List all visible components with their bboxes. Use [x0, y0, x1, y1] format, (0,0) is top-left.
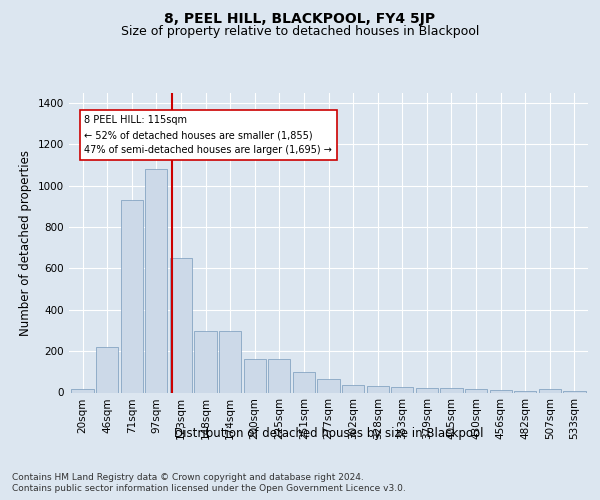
Text: Distribution of detached houses by size in Blackpool: Distribution of detached houses by size …	[174, 428, 484, 440]
Text: 8, PEEL HILL, BLACKPOOL, FY4 5JP: 8, PEEL HILL, BLACKPOOL, FY4 5JP	[164, 12, 436, 26]
Bar	[293, 372, 315, 392]
Bar	[539, 390, 561, 392]
Bar	[219, 332, 241, 392]
Bar	[367, 386, 389, 392]
Bar	[194, 332, 217, 392]
Text: 8 PEEL HILL: 115sqm
← 52% of detached houses are smaller (1,855)
47% of semi-det: 8 PEEL HILL: 115sqm ← 52% of detached ho…	[85, 116, 332, 155]
Text: Contains HM Land Registry data © Crown copyright and database right 2024.: Contains HM Land Registry data © Crown c…	[12, 472, 364, 482]
Bar	[268, 360, 290, 392]
Bar	[490, 390, 512, 392]
Text: Contains public sector information licensed under the Open Government Licence v3: Contains public sector information licen…	[12, 484, 406, 493]
Bar	[440, 388, 463, 392]
Bar	[71, 390, 94, 392]
Bar	[145, 169, 167, 392]
Bar	[391, 388, 413, 392]
Bar	[465, 390, 487, 392]
Bar	[342, 386, 364, 392]
Bar	[317, 379, 340, 392]
Bar	[121, 200, 143, 392]
Y-axis label: Number of detached properties: Number of detached properties	[19, 150, 32, 336]
Bar	[416, 388, 438, 392]
Bar	[244, 360, 266, 392]
Bar	[170, 258, 192, 392]
Bar	[96, 347, 118, 393]
Text: Size of property relative to detached houses in Blackpool: Size of property relative to detached ho…	[121, 25, 479, 38]
